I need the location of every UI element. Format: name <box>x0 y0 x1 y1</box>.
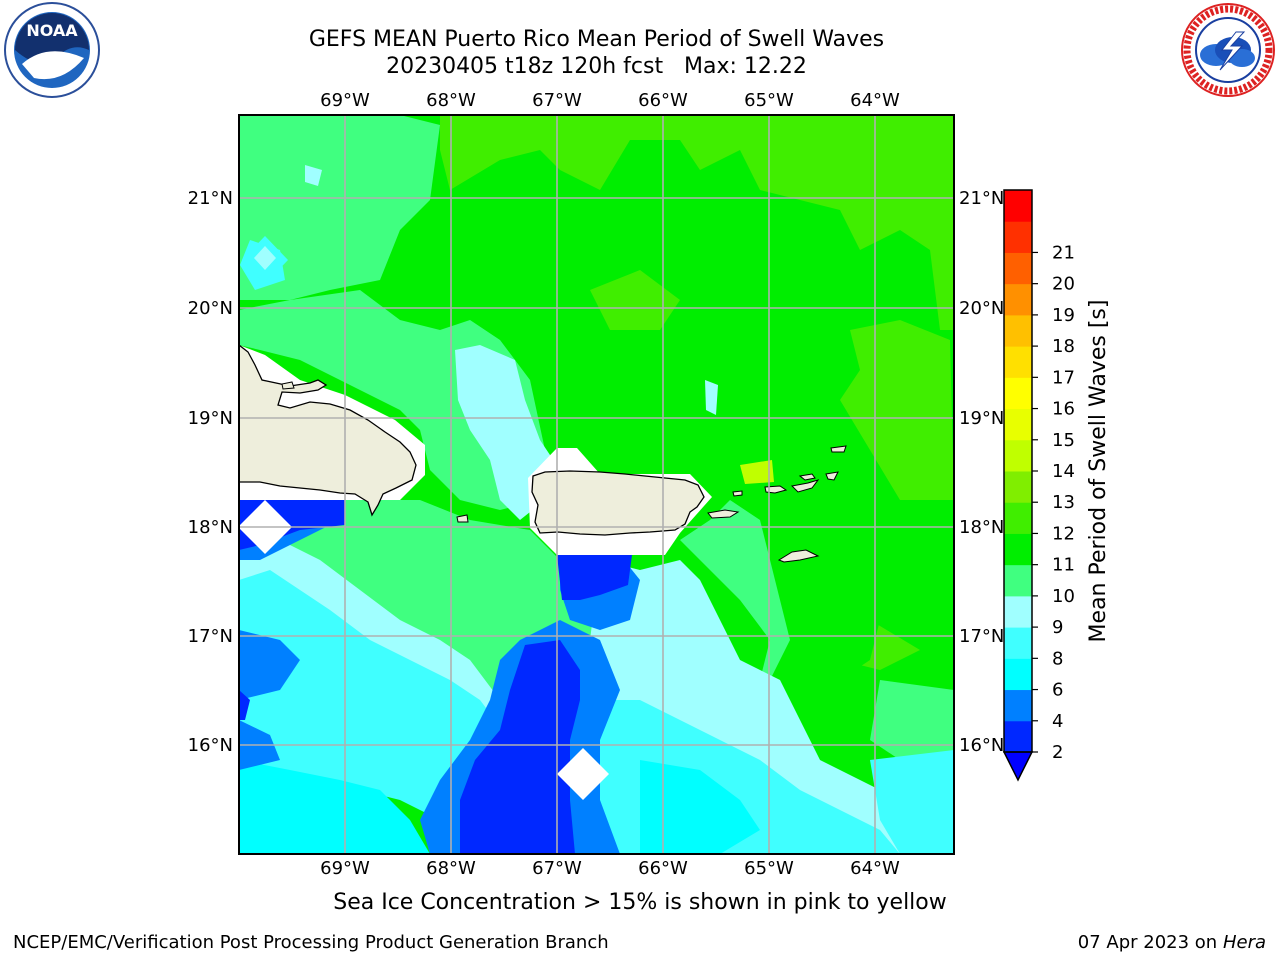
colorbar-swatch <box>1004 439 1032 472</box>
colorbar-tick-label: 2 <box>1052 742 1063 763</box>
colorbar-tick-label: 20 <box>1052 274 1075 295</box>
colorbar-under-arrow <box>1002 751 1034 782</box>
colorbar-tick-label: 19 <box>1052 305 1075 326</box>
colorbar-swatch <box>1004 346 1032 378</box>
lon-tick-bottom: 66°W <box>638 858 688 879</box>
lat-tick-left: 16°N <box>188 735 233 756</box>
lat-tick-left: 18°N <box>188 517 233 538</box>
colorbar-tick-label: 17 <box>1052 367 1075 388</box>
lon-tick-bottom: 69°W <box>320 858 370 879</box>
lon-tick-top: 64°W <box>850 90 900 111</box>
lat-tick-right: 21°N <box>959 188 1004 209</box>
organization-credit: NCEP/EMC/Verification Post Processing Pr… <box>13 932 609 953</box>
lon-tick-top: 65°W <box>744 90 794 111</box>
colorbar-swatch <box>1004 720 1032 753</box>
colorbar-swatch <box>1004 564 1032 597</box>
lat-tick-right: 17°N <box>959 626 1004 647</box>
colorbar: 2 4 6 8 9 10 11 12 13 14 15 16 17 18 19 20 21 <box>1002 189 1075 782</box>
lon-tick-top: 69°W <box>320 90 370 111</box>
lat-tick-right: 18°N <box>959 517 1004 538</box>
colorbar-tick-label: 13 <box>1052 492 1075 513</box>
colorbar-tick-label: 16 <box>1052 399 1075 420</box>
lon-tick-bottom: 64°W <box>850 858 900 879</box>
map-frame <box>238 114 955 855</box>
colorbar-swatch <box>1004 377 1032 410</box>
lat-tick-left: 20°N <box>188 298 233 319</box>
colorbar-tick-label: 6 <box>1052 680 1063 701</box>
colorbar-label: Mean Period of Swell Waves [s] <box>1086 300 1111 643</box>
noaa-logo: NOAA <box>4 2 100 98</box>
lat-tick-left: 19°N <box>188 408 233 429</box>
colorbar-tick-label: 12 <box>1052 523 1075 544</box>
lon-tick-bottom: 65°W <box>744 858 794 879</box>
nws-logo <box>1181 3 1275 97</box>
svg-text:NOAA: NOAA <box>26 21 78 40</box>
lat-tick-right: 20°N <box>959 298 1004 319</box>
lon-tick-bottom: 67°W <box>532 858 582 879</box>
machine-name: Hera <box>1222 932 1266 953</box>
map-subtitle: 20230405 t18z 120h fcst Max: 12.22 <box>386 54 807 79</box>
colorbar-swatch <box>1004 689 1032 722</box>
lat-tick-right: 16°N <box>959 735 1004 756</box>
colorbar-swatch <box>1004 252 1032 285</box>
colorbar-tick-label: 4 <box>1052 711 1063 732</box>
colorbar-tick-label: 21 <box>1052 242 1075 263</box>
lat-tick-left: 21°N <box>188 188 233 209</box>
colorbar-swatch <box>1004 283 1032 316</box>
lon-tick-top: 66°W <box>638 90 688 111</box>
colorbar-tick-label: 18 <box>1052 336 1075 357</box>
colorbar-tick-label: 11 <box>1052 555 1075 576</box>
colorbar-swatch <box>1004 314 1032 347</box>
colorbar-swatch <box>1004 408 1032 441</box>
colorbar-swatch <box>1004 471 1032 503</box>
lon-tick-top: 68°W <box>426 90 476 111</box>
map-title: GEFS MEAN Puerto Rico Mean Period of Swe… <box>308 27 885 52</box>
colorbar-swatch <box>1004 533 1032 566</box>
colorbar-tick-label: 10 <box>1052 586 1075 607</box>
colorbar-tick-label: 9 <box>1052 617 1063 638</box>
issue-date: 07 Apr 2023 on Hera <box>1077 932 1266 953</box>
colorbar-tick-label: 8 <box>1052 648 1063 669</box>
colorbar-swatch <box>1004 190 1032 222</box>
lon-tick-top: 67°W <box>532 90 582 111</box>
colorbar-tick-label: 15 <box>1052 430 1075 451</box>
lat-tick-left: 17°N <box>188 626 233 647</box>
colorbar-swatch <box>1004 502 1032 534</box>
puerto-rico-land <box>531 470 705 536</box>
colorbar-swatch <box>1004 221 1032 253</box>
colorbar-swatch <box>1004 658 1032 691</box>
lon-tick-bottom: 68°W <box>426 858 476 879</box>
colorbar-tick-label: 14 <box>1052 461 1075 482</box>
colorbar-swatch <box>1004 595 1032 628</box>
lat-tick-right: 19°N <box>959 408 1004 429</box>
sea-ice-note: Sea Ice Concentration > 15% is shown in … <box>333 890 947 915</box>
contour-field <box>239 115 954 854</box>
colorbar-swatch <box>1004 627 1032 659</box>
graticule <box>239 115 954 854</box>
